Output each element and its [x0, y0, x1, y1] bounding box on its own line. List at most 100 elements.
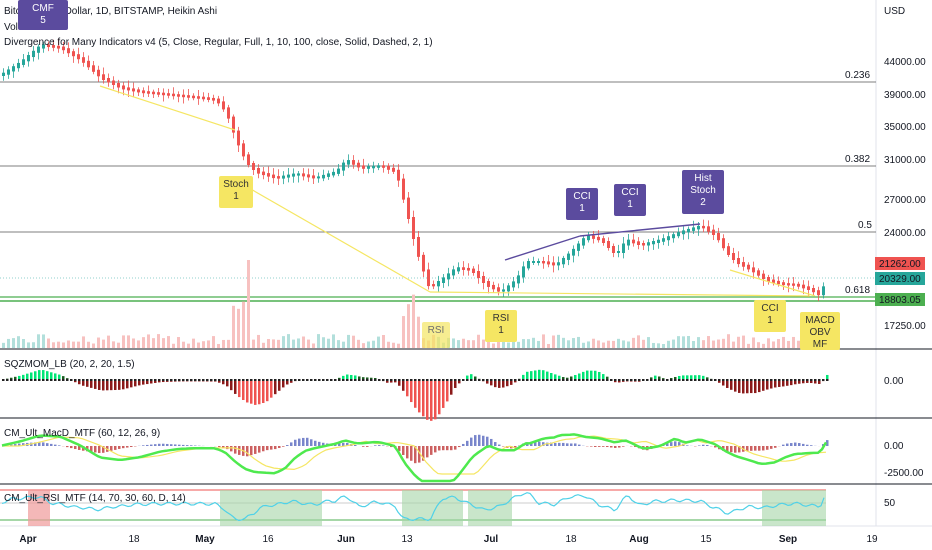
- candle-body: [652, 241, 655, 245]
- macd-bar: [238, 446, 241, 455]
- rsi-label[interactable]: CM_Ult_RSI_MTF (14, 70, 30, 60, D, 14): [4, 493, 186, 504]
- sqz-dot: [246, 379, 249, 381]
- sqz-bar: [418, 380, 421, 413]
- volume-bar: [742, 335, 745, 348]
- price-axis[interactable]: 44000.00 39000.00 35000.00 31000.00 27000.00…: [884, 57, 926, 332]
- sqz-dot: [182, 379, 185, 381]
- candle-body: [617, 251, 620, 253]
- volume-bar: [207, 340, 210, 348]
- volume-bar: [287, 334, 290, 348]
- sqz-bar: [778, 380, 781, 387]
- volume-bar: [237, 308, 240, 348]
- sqz-dot: [34, 379, 37, 381]
- sqz-bar: [62, 376, 65, 380]
- macd-bar: [234, 446, 237, 454]
- sqz-bar: [730, 380, 733, 390]
- sqz-bar: [98, 380, 101, 390]
- sqz-dot: [546, 379, 549, 381]
- volume-bar: [702, 340, 705, 348]
- sqz-bar: [146, 380, 149, 385]
- volume-bar: [337, 340, 340, 348]
- candle-body: [97, 69, 100, 77]
- macd-bar: [426, 446, 429, 458]
- volume-bar: [727, 334, 730, 348]
- sqz-dot: [66, 379, 69, 381]
- macd-bar: [406, 446, 409, 459]
- candle-body: [732, 253, 735, 260]
- volume-bar: [2, 342, 5, 348]
- sqz-dot: [86, 379, 89, 381]
- macd-bar: [534, 441, 537, 446]
- candle-body: [767, 277, 770, 282]
- indicator-divergence-label[interactable]: Divergence for Many Indicators v4 (5, Cl…: [4, 37, 433, 48]
- sqz-bar: [690, 375, 693, 380]
- macd-bar: [318, 441, 321, 446]
- sqz-bar: [706, 377, 709, 380]
- candle-body: [397, 169, 400, 181]
- volume-bar: [282, 336, 285, 348]
- sqz-dot: [38, 379, 41, 381]
- sqz-bar: [502, 380, 505, 388]
- sqz-dot: [714, 379, 717, 381]
- sqz-bar: [262, 380, 265, 403]
- callout-stoch: Stoch 1: [219, 176, 253, 208]
- sqz-bar: [506, 380, 509, 387]
- volume-bar: [482, 339, 485, 348]
- volume-bar: [617, 338, 620, 348]
- macd-bar: [114, 446, 117, 450]
- sqz-bar: [130, 380, 133, 388]
- macd-bar: [434, 446, 437, 453]
- sqz-dot: [778, 379, 781, 381]
- candle-body: [167, 93, 170, 96]
- sqz-dot: [206, 379, 209, 381]
- volume-bar: [292, 339, 295, 348]
- indicator-vol-label[interactable]: Vol: [4, 22, 18, 33]
- sqz-dot: [230, 379, 233, 381]
- sqz-bar: [402, 380, 405, 391]
- macd-label[interactable]: CM_Ult_MacD_MTF (60, 12, 26, 9): [4, 428, 161, 439]
- candle-body: [262, 171, 265, 176]
- macd-bar: [366, 446, 369, 447]
- candle-body: [687, 228, 690, 233]
- candle-body: [252, 163, 255, 170]
- sqz-dot: [822, 379, 825, 381]
- sqz-dot: [582, 379, 585, 381]
- candle-body: [327, 173, 330, 177]
- sqz-dot: [394, 379, 397, 381]
- macd-bar: [298, 438, 301, 446]
- sqz-dot: [150, 379, 153, 381]
- candle-body: [132, 88, 135, 92]
- macd-bar: [754, 446, 757, 451]
- macd-bar: [142, 445, 145, 446]
- sqz-dot: [138, 379, 141, 381]
- sqz-bar: [522, 374, 525, 380]
- candle-body: [562, 257, 565, 265]
- callout-hist-stoch: Hist Stoch 2: [682, 170, 724, 214]
- candle-body: [312, 175, 315, 179]
- sqz-dot: [510, 379, 513, 381]
- sqz-dot: [630, 379, 633, 381]
- volume-bar: [797, 340, 800, 348]
- time-axis[interactable]: Apr 18 May 16 Jun 13 Jul 18 Aug 15 Sep 19: [19, 534, 878, 545]
- volume-bar: [367, 341, 370, 348]
- sqz-bar: [754, 380, 757, 394]
- volume-bar: [172, 343, 175, 348]
- volume-bar: [687, 336, 690, 348]
- candle-body: [662, 238, 665, 242]
- candle-body: [292, 173, 295, 177]
- macd-bar: [474, 435, 477, 446]
- volume-bar: [372, 340, 375, 348]
- sqz-bar: [474, 376, 477, 380]
- volume-bar: [587, 341, 590, 348]
- volume-bar: [212, 336, 215, 348]
- sqz-bar: [654, 375, 657, 380]
- sqz-label[interactable]: SQZMOM_LB (20, 2, 20, 1.5): [4, 359, 135, 370]
- sqz-dot: [818, 379, 821, 381]
- macd-bar: [418, 446, 421, 463]
- sqz-bar: [586, 370, 589, 380]
- candle-body: [402, 178, 405, 200]
- sqz-dot: [362, 379, 365, 381]
- macd-bar: [38, 442, 41, 446]
- volume-bar: [737, 336, 740, 348]
